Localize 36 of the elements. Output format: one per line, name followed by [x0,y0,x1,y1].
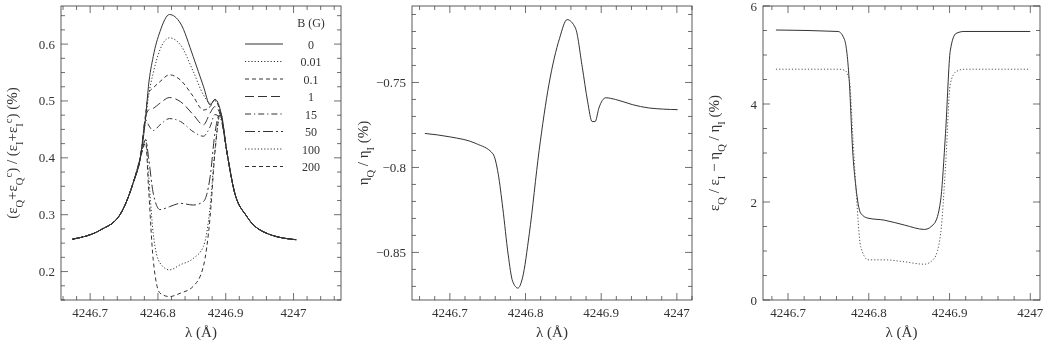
y-tick-label: 0.6 [38,36,56,52]
x-tick-label: 4246.7 [72,305,109,320]
y-tick-label: 0 [750,292,757,308]
y-tick-label: 6 [750,0,758,14]
legend-label: 0.01 [300,55,322,69]
x-tick-label: 4247 [1017,305,1044,320]
x-tick-label: 4246.7 [431,305,469,320]
y-tick-label: 4 [750,96,758,112]
y-tick-label: 0.5 [38,93,55,109]
legend-title: B (G) [297,16,325,30]
y-tick-label: −0.75 [375,74,406,90]
x-tick-label: 4246.8 [507,305,544,320]
legend-label: 15 [305,107,317,122]
legend-label: 100 [302,142,320,157]
y-tick-label: 0.2 [38,264,55,280]
y-tick-label: 2 [750,194,757,210]
x-tick-label: 4246.8 [140,305,176,320]
x-tick-label: 4247 [663,305,691,320]
x-axis-title: λ (Å) [885,324,918,341]
y-tick-label: 0.3 [38,207,55,223]
legend-label: 0 [308,37,314,52]
x-tick-label: 4247 [280,305,308,320]
x-tick-label: 4246.7 [770,305,807,320]
legend-label: 200 [302,160,320,174]
legend-label: 50 [305,125,317,139]
y-tick-label: −0.8 [382,159,406,175]
x-axis-title: λ (Å) [536,324,568,341]
x-tick-label: 4246.8 [850,305,887,320]
x-tick-label: 4246.9 [931,305,968,320]
x-tick-label: 4246.9 [207,305,244,320]
legend-label: 1 [308,90,314,104]
y-tick-label: 0.4 [38,150,56,166]
y-tick-label: −0.85 [375,244,406,260]
legend-label: 0.1 [303,72,319,87]
x-tick-label: 4246.9 [583,305,620,320]
x-axis-title: λ (Å) [185,324,217,341]
